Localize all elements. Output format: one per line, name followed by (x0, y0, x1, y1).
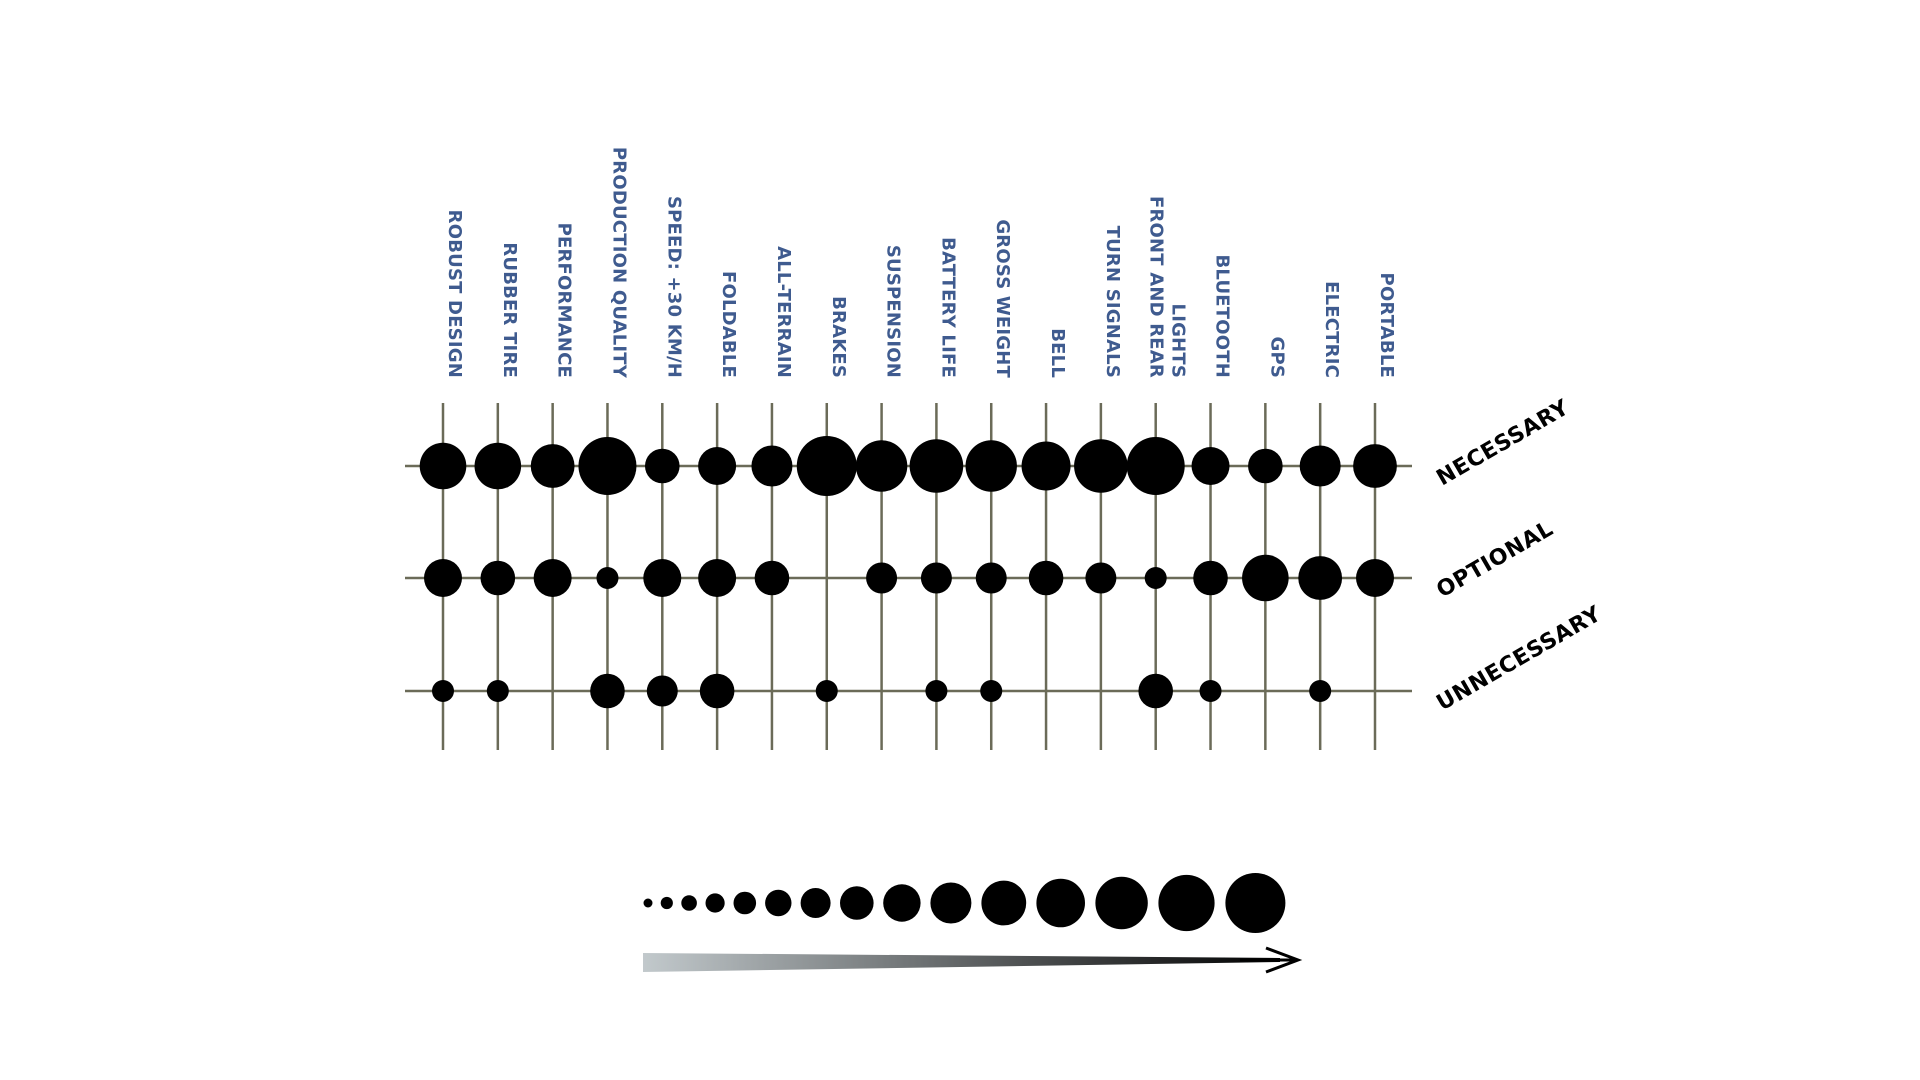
bubble (965, 440, 1017, 492)
bubble (486, 680, 509, 702)
bubble (530, 444, 575, 488)
legend-arrow (643, 946, 1303, 974)
bubble (1191, 447, 1230, 485)
legend-gradient-wedge (643, 953, 1280, 972)
feature-label: GROSS WEIGHT (992, 219, 1013, 378)
bubble (796, 436, 857, 496)
feature-label: FOLDABLE (718, 271, 739, 378)
bubble (578, 437, 637, 495)
legend-dot (1158, 874, 1215, 932)
bubble (643, 559, 682, 597)
bubble (975, 562, 1007, 594)
feature-label: BATTERY LIFE (937, 237, 958, 378)
feature-label: SUSPENSION (883, 245, 904, 378)
bubble (424, 559, 462, 597)
bubble (644, 448, 680, 484)
legend-dots (643, 873, 1286, 933)
bubble (590, 673, 625, 709)
bubble (1309, 680, 1332, 702)
legend-dot (930, 882, 972, 924)
bubble (1299, 445, 1341, 487)
bubble (1199, 680, 1222, 702)
legend-dot (840, 886, 874, 920)
bubble (1085, 562, 1117, 594)
bubble (920, 562, 952, 594)
bubble (815, 680, 838, 702)
bubble (751, 445, 793, 487)
legend-dot (1095, 876, 1148, 930)
bubble (480, 560, 516, 596)
bubble (698, 447, 737, 485)
bubble (754, 560, 790, 596)
row-label: UNNECESSARY (1433, 601, 1607, 716)
bubble (1144, 567, 1167, 589)
feature-labels: ROBUST DESIGN RUBBER TIRE PERFORMANCE PRODU… (444, 147, 1397, 379)
legend-dot (733, 891, 757, 915)
feature-label: RUBBER TIRE (499, 242, 520, 378)
bubble (1126, 437, 1185, 495)
bubble (909, 439, 964, 493)
bubble (698, 559, 737, 597)
feature-label: BLUETOOTH (1212, 255, 1233, 379)
bubble (1242, 554, 1289, 602)
bubble (533, 559, 572, 597)
legend-dot (981, 880, 1027, 926)
row-label: OPTIONAL (1433, 516, 1558, 603)
bubble (1353, 444, 1397, 488)
bubble (855, 440, 908, 492)
bubble (1028, 560, 1064, 596)
legend-dot (883, 884, 921, 922)
legend-dot (681, 895, 697, 911)
legend-dot (660, 896, 673, 910)
bubble (1138, 673, 1174, 709)
feature-label: PRODUCTION QUALITY (608, 147, 629, 379)
feature-label: BELL (1047, 328, 1068, 378)
bubble (1021, 441, 1071, 491)
feature-label: ALL-TERRAIN (773, 246, 794, 378)
legend-dot (800, 888, 831, 918)
bubbles (419, 436, 1397, 709)
legend-dot (1036, 878, 1085, 928)
feature-label: PORTABLE (1376, 273, 1397, 378)
feature-label: BRAKES (828, 296, 849, 378)
legend-arrow-head (1265, 946, 1303, 974)
bubble (925, 680, 948, 702)
bubble (980, 680, 1003, 702)
bubble (866, 562, 898, 594)
bubble (1248, 448, 1283, 484)
bubble (419, 442, 467, 490)
size-legend (643, 873, 1303, 974)
bubble (699, 673, 735, 709)
bubble (1074, 439, 1128, 493)
bubble (596, 567, 619, 589)
bubble (1356, 559, 1394, 597)
feature-label: GPS (1266, 336, 1287, 378)
bubble (474, 442, 522, 490)
legend-dot (643, 898, 653, 908)
bubble (1193, 560, 1228, 596)
feature-label: FRONT AND REARLIGHTS (1146, 196, 1189, 378)
bubble (646, 675, 678, 707)
row-label: NECESSARY (1433, 395, 1575, 491)
bubble (1298, 556, 1343, 600)
legend-dot (765, 889, 792, 917)
bubble (432, 680, 454, 702)
legend-dot (1225, 873, 1286, 933)
feature-label: TURN SIGNALS (1102, 226, 1123, 378)
feature-label: SPEED: +30 KM/H (663, 196, 684, 378)
feature-label: ELECTRIC (1321, 281, 1342, 378)
feature-label: ROBUST DESIGN (444, 210, 465, 378)
legend-dot (705, 893, 725, 913)
feature-label: PERFORMANCE (554, 223, 575, 378)
